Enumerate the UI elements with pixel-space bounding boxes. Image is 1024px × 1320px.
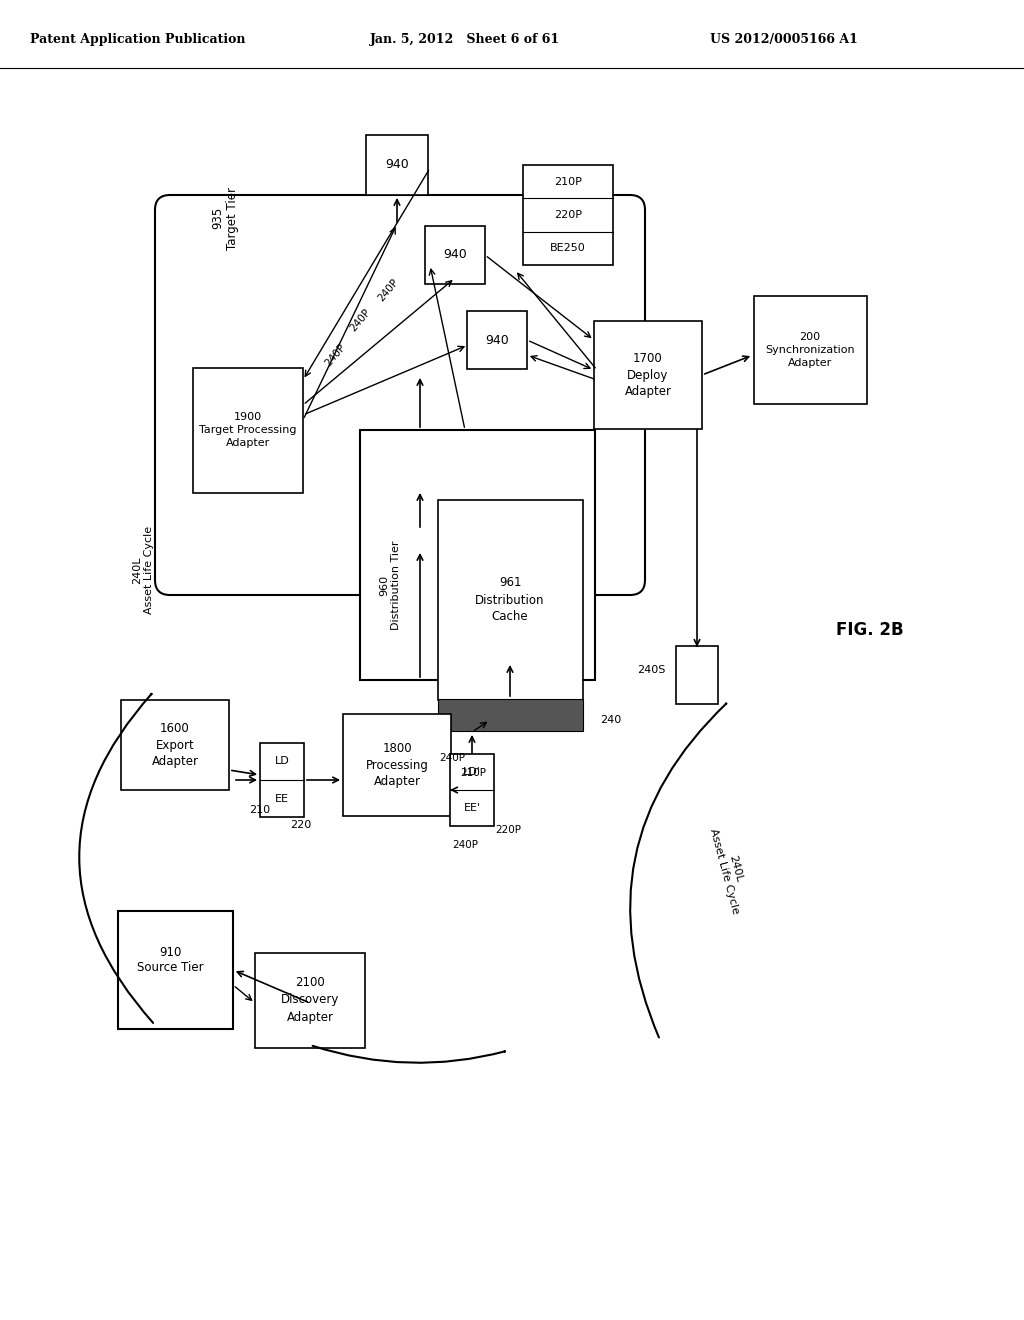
- Text: EE': EE': [464, 803, 480, 813]
- Text: 940: 940: [443, 248, 467, 261]
- Text: 220P: 220P: [554, 210, 582, 220]
- Text: 240P: 240P: [348, 306, 372, 333]
- Text: LD: LD: [274, 756, 290, 767]
- Bar: [450, 754, 494, 826]
- Bar: [467, 312, 527, 370]
- Text: 240P: 240P: [376, 277, 400, 304]
- Bar: [193, 367, 303, 492]
- Text: 240: 240: [600, 715, 622, 725]
- Text: 1700
Deploy
Adapter: 1700 Deploy Adapter: [625, 351, 672, 399]
- Bar: [437, 500, 583, 700]
- Bar: [255, 953, 365, 1048]
- Text: 940: 940: [485, 334, 509, 346]
- Text: EE: EE: [275, 793, 289, 804]
- Text: 220P: 220P: [495, 825, 521, 836]
- Bar: [594, 321, 702, 429]
- Text: Jan. 5, 2012   Sheet 6 of 61: Jan. 5, 2012 Sheet 6 of 61: [370, 33, 560, 46]
- Bar: [121, 700, 229, 789]
- Text: 1800
Processing
Adapter: 1800 Processing Adapter: [366, 742, 428, 788]
- Bar: [676, 645, 718, 704]
- FancyArrowPatch shape: [630, 704, 726, 1038]
- Text: FIG. 2B: FIG. 2B: [837, 620, 904, 639]
- Text: 240P: 240P: [323, 342, 347, 368]
- Text: 240P: 240P: [452, 840, 478, 850]
- Text: 2100
Discovery
Adapter: 2100 Discovery Adapter: [281, 977, 339, 1023]
- FancyArrowPatch shape: [312, 1045, 505, 1063]
- Text: 240L
Asset Life Cycle: 240L Asset Life Cycle: [132, 525, 154, 614]
- Bar: [754, 296, 866, 404]
- Bar: [425, 226, 485, 284]
- Text: LD': LD': [463, 767, 481, 777]
- Text: 240P: 240P: [439, 752, 465, 763]
- Text: 1600
Export
Adapter: 1600 Export Adapter: [152, 722, 199, 768]
- Text: 935
Target Tier: 935 Target Tier: [211, 186, 239, 249]
- Text: 240S: 240S: [637, 665, 665, 675]
- Text: 910
Source Tier: 910 Source Tier: [137, 946, 204, 974]
- Text: BE250: BE250: [550, 243, 586, 253]
- Text: US 2012/0005166 A1: US 2012/0005166 A1: [710, 33, 858, 46]
- Text: 961
Distribution
Cache: 961 Distribution Cache: [475, 577, 545, 623]
- Bar: [366, 135, 428, 195]
- Text: 940: 940: [385, 158, 409, 172]
- Bar: [360, 430, 595, 680]
- FancyArrowPatch shape: [79, 694, 154, 1023]
- Text: 240L
Asset Life Cycle: 240L Asset Life Cycle: [709, 825, 752, 915]
- Text: Patent Application Publication: Patent Application Publication: [30, 33, 246, 46]
- Bar: [260, 743, 304, 817]
- Text: 210: 210: [249, 805, 270, 814]
- Text: 200
Synchronization
Adapter: 200 Synchronization Adapter: [765, 331, 855, 368]
- Text: 1900
Target Processing
Adapter: 1900 Target Processing Adapter: [200, 412, 297, 449]
- Text: 210P: 210P: [460, 768, 486, 777]
- Text: 210P: 210P: [554, 177, 582, 186]
- Bar: [523, 165, 613, 265]
- Bar: [343, 714, 451, 816]
- Bar: [437, 700, 583, 731]
- Text: 960
Distribution Tier: 960 Distribution Tier: [379, 540, 400, 630]
- Text: 220: 220: [290, 820, 311, 830]
- Bar: [118, 911, 232, 1030]
